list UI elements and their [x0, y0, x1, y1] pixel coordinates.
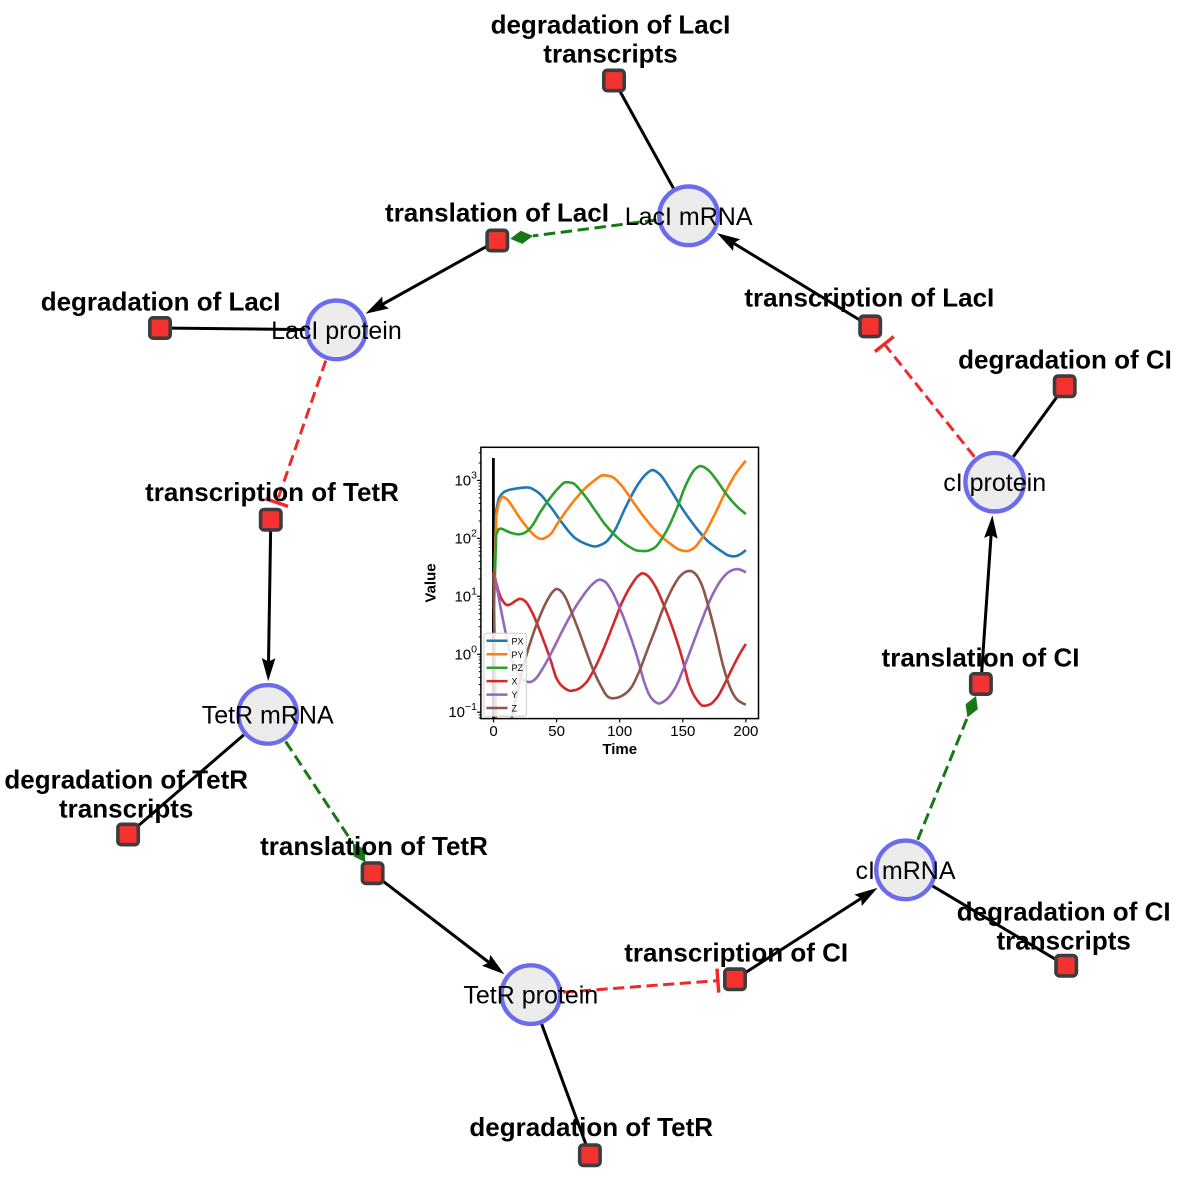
svg-text:LacI mRNA: LacI mRNA — [625, 203, 753, 231]
svg-text:X: X — [512, 677, 518, 687]
svg-text:TetR mRNA: TetR mRNA — [202, 701, 334, 729]
svg-text:translation of TetR: translation of TetR — [260, 831, 488, 861]
svg-text:transcripts: transcripts — [997, 925, 1131, 955]
svg-text:transcription of LacI: transcription of LacI — [744, 283, 994, 313]
svg-text:LacI protein: LacI protein — [271, 317, 402, 345]
svg-text:150: 150 — [670, 723, 695, 740]
svg-text:TetR protein: TetR protein — [463, 982, 598, 1010]
svg-text:PY: PY — [512, 650, 524, 660]
svg-text:100: 100 — [607, 723, 632, 740]
svg-text:transcripts: transcripts — [59, 793, 193, 823]
svg-text:50: 50 — [548, 723, 565, 740]
svg-text:PX: PX — [512, 636, 524, 646]
svg-text:degradation of CI: degradation of CI — [958, 345, 1172, 375]
svg-text:degradation of TetR: degradation of TetR — [4, 764, 248, 794]
svg-text:cI protein: cI protein — [943, 469, 1046, 497]
svg-text:translation of CI: translation of CI — [882, 642, 1080, 672]
svg-text:200: 200 — [733, 723, 758, 740]
svg-text:Z: Z — [512, 704, 518, 714]
svg-text:degradation of LacI: degradation of LacI — [41, 286, 281, 316]
svg-text:degradation of TetR: degradation of TetR — [469, 1112, 713, 1142]
svg-text:transcripts: transcripts — [543, 39, 677, 69]
svg-text:transcription of TetR: transcription of TetR — [145, 477, 399, 507]
svg-text:cI mRNA: cI mRNA — [856, 857, 956, 885]
svg-text:PZ: PZ — [512, 663, 524, 673]
svg-text:transcription of CI: transcription of CI — [624, 937, 848, 967]
svg-text:0: 0 — [489, 723, 497, 740]
svg-text:degradation of CI: degradation of CI — [957, 896, 1171, 926]
svg-text:Y: Y — [512, 690, 518, 700]
svg-text:translation of LacI: translation of LacI — [385, 198, 609, 228]
svg-text:degradation of LacI: degradation of LacI — [491, 10, 731, 40]
svg-text:Time: Time — [602, 741, 637, 758]
svg-text:Value: Value — [423, 563, 440, 602]
